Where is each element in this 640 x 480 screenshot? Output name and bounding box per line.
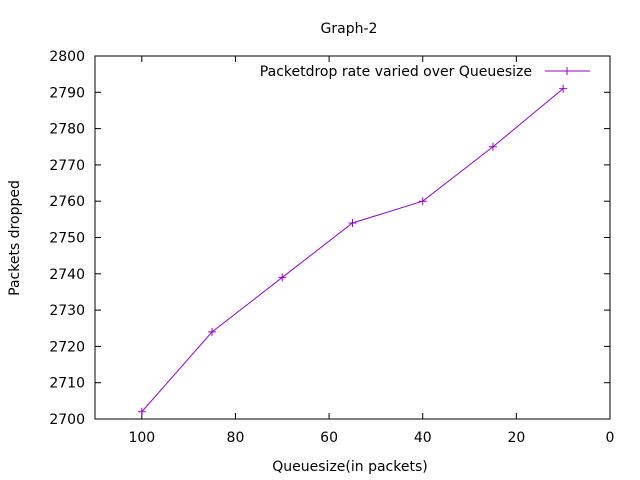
y-tick-label: 2720 — [49, 339, 85, 355]
series-layer — [137, 84, 568, 416]
legend-marker — [563, 67, 571, 75]
plot-frame — [94, 55, 611, 420]
x-tick-label: 100 — [128, 430, 155, 446]
y-axis-tick-labels: 2700 2710 2720 2730 2740 2750 2760 2770 2780 2790… — [49, 49, 85, 428]
chart-title: Graph-2 — [321, 21, 378, 37]
y-tick-label: 2710 — [49, 376, 85, 392]
x-tick-label: 0 — [606, 430, 615, 446]
x-tick-label: 20 — [507, 430, 525, 446]
axis-ticks — [95, 55, 611, 420]
y-tick-label: 2730 — [49, 303, 85, 319]
y-tick-label: 2700 — [49, 412, 85, 428]
x-tick-label: 40 — [414, 430, 432, 446]
series-line — [141, 88, 564, 413]
y-tick-label: 2770 — [49, 158, 85, 174]
x-axis-label: Queuesize(in packets) — [272, 459, 427, 475]
y-tick-label: 2750 — [49, 231, 85, 247]
y-tick-label: 2780 — [49, 122, 85, 138]
y-axis-label: Packets dropped — [7, 180, 23, 296]
data-point-marker — [418, 197, 427, 206]
y-tick-label: 2760 — [49, 194, 85, 210]
legend: Packetdrop rate varied over Queuesize — [260, 64, 590, 80]
data-point-marker — [559, 84, 568, 93]
y-tick-label: 2790 — [49, 85, 85, 101]
data-point-marker — [137, 407, 146, 416]
data-point-marker — [488, 142, 497, 151]
y-tick-label: 2800 — [49, 49, 85, 65]
data-point-marker — [348, 218, 357, 227]
x-tick-label: 80 — [227, 430, 245, 446]
x-tick-label: 60 — [320, 430, 338, 446]
data-point-marker — [278, 273, 287, 282]
legend-label: Packetdrop rate varied over Queuesize — [260, 64, 532, 80]
x-axis-tick-labels: 100 80 60 40 20 0 — [128, 430, 614, 446]
data-point-marker — [208, 327, 217, 336]
y-tick-label: 2740 — [49, 267, 85, 283]
